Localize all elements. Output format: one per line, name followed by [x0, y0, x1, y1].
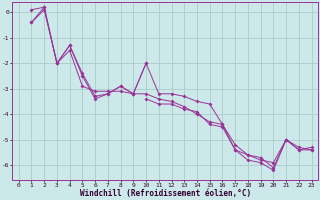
X-axis label: Windchill (Refroidissement éolien,°C): Windchill (Refroidissement éolien,°C) — [80, 189, 251, 198]
